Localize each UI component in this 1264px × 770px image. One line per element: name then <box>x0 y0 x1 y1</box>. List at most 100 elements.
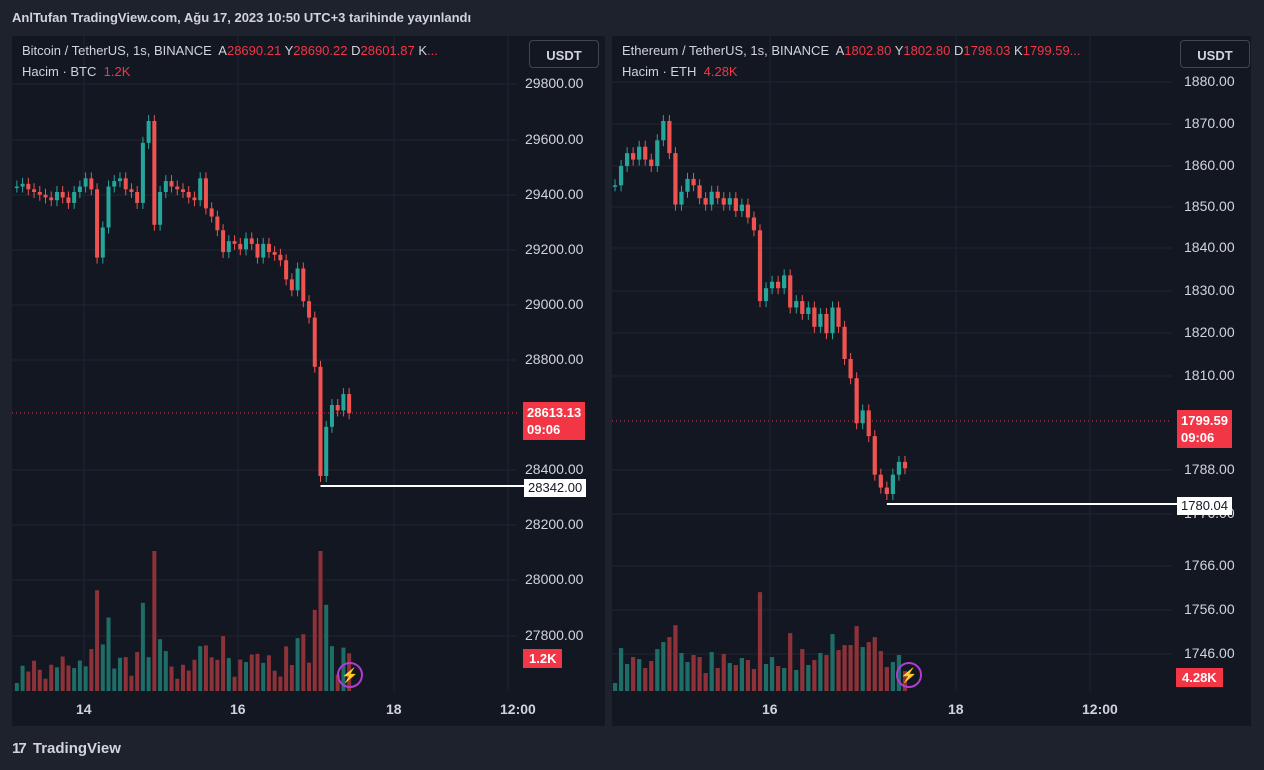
candle-body <box>123 178 128 190</box>
time-axis-label: 14 <box>76 701 92 717</box>
candle-body <box>60 192 65 198</box>
price-axis-label: 1766.00 <box>1184 557 1235 573</box>
price-axis-label: 1870.00 <box>1184 115 1235 131</box>
candle-body <box>709 191 714 205</box>
candle-body <box>77 186 82 192</box>
volume-bar <box>289 665 294 691</box>
price-axis-label: 29800.00 <box>525 75 584 91</box>
candle-body <box>618 166 624 186</box>
price-axis-label: 28800.00 <box>525 351 584 367</box>
lightning-icon[interactable]: ⚡ <box>896 662 922 688</box>
btc-legend: Bitcoin / TetherUS, 1s, BINANCE A28690.2… <box>22 43 438 58</box>
candle-body <box>830 307 835 334</box>
candle-body <box>794 301 799 308</box>
chart-panel-eth[interactable]: Ethereum / TetherUS, 1s, BINANCE A1802.8… <box>612 36 1251 726</box>
volume-bar <box>66 665 71 691</box>
price-axis-label: 29000.00 <box>525 296 584 312</box>
price-axis-label: 28200.00 <box>525 516 584 532</box>
candle-body <box>691 178 696 186</box>
symbol-title[interactable]: Bitcoin / TetherUS, 1s, BINANCE <box>22 43 212 58</box>
btc-plot[interactable] <box>12 36 605 726</box>
volume-bar <box>860 647 865 691</box>
candle-body <box>312 317 317 367</box>
price-axis-label: 28400.00 <box>525 461 584 477</box>
volume-bar <box>655 649 660 691</box>
candle-body <box>649 159 654 167</box>
volume-tag: 1.2K <box>523 649 563 668</box>
candle-body <box>129 189 134 192</box>
volume-bar <box>146 657 151 691</box>
volume-legend: Hacim · ETH 4.28K <box>622 64 738 79</box>
candle-body <box>232 241 237 244</box>
candle-body <box>100 227 105 258</box>
candle-body <box>32 189 37 192</box>
volume-bar <box>685 662 690 691</box>
volume-bar <box>612 683 618 691</box>
candle-body <box>751 217 757 231</box>
symbol-title[interactable]: Ethereum / TetherUS, 1s, BINANCE <box>622 43 830 58</box>
volume-bar <box>667 637 672 691</box>
candle-body <box>860 410 865 424</box>
chart-panel-btc[interactable]: Bitcoin / TetherUS, 1s, BINANCE A28690.2… <box>12 36 605 726</box>
candle-body <box>106 186 111 228</box>
volume-bar <box>830 634 835 691</box>
candle-body <box>782 275 787 289</box>
candle-body <box>226 241 231 253</box>
volume-bar <box>249 654 254 691</box>
volume-bar <box>215 659 220 691</box>
volume-bar <box>266 655 271 691</box>
volume-bar <box>226 658 231 691</box>
price-axis-label: 1850.00 <box>1184 198 1235 214</box>
time-axis-label: 18 <box>948 701 964 717</box>
price-axis-label: 29600.00 <box>525 131 584 147</box>
volume-bar <box>54 667 59 691</box>
time-axis-label: 18 <box>386 701 402 717</box>
volume-bar <box>140 602 145 691</box>
volume-bar <box>878 651 883 691</box>
volume-bar <box>158 639 163 691</box>
candle-body <box>812 307 817 327</box>
candle-body <box>169 181 174 187</box>
volume-bar <box>244 662 249 691</box>
volume-bar <box>175 678 180 691</box>
volume-bar <box>697 657 702 691</box>
candle-body <box>806 307 811 314</box>
volume-bar <box>180 664 186 691</box>
volume-bar <box>284 646 289 691</box>
candle-body <box>745 204 751 218</box>
volume-bar <box>618 648 624 691</box>
candle-body <box>14 186 19 189</box>
time-axis-label: 16 <box>762 701 778 717</box>
candle-body <box>631 153 636 160</box>
volume-bar <box>163 651 168 691</box>
candle-body <box>140 142 145 203</box>
volume-bar <box>238 659 243 691</box>
candle-body <box>152 121 157 225</box>
candle-body <box>20 183 25 187</box>
volume-bar <box>72 668 77 691</box>
candle-body <box>272 252 277 255</box>
volume-bar <box>106 617 111 691</box>
currency-button[interactable]: USDT <box>529 40 599 68</box>
volume-bar <box>673 625 678 691</box>
tradingview-logo[interactable]: 17 TradingView <box>12 740 121 757</box>
volume-bar <box>836 650 841 691</box>
volume-bar <box>782 668 787 691</box>
eth-plot[interactable] <box>612 36 1251 726</box>
lightning-icon[interactable]: ⚡ <box>337 662 363 688</box>
volume-bar <box>679 653 684 691</box>
candle-body <box>727 198 732 205</box>
volume-bar <box>661 642 666 691</box>
volume-bar <box>60 656 65 691</box>
candle-body <box>284 260 289 280</box>
volume-bar <box>872 637 877 691</box>
volume-bar <box>43 678 48 691</box>
volume-bar <box>221 636 226 691</box>
volume-bar <box>301 634 306 691</box>
candle-body <box>66 197 71 203</box>
candle-body <box>655 140 660 167</box>
currency-button[interactable]: USDT <box>1180 40 1250 68</box>
candle-body <box>49 197 54 201</box>
volume-bar <box>890 662 896 691</box>
volume-bar <box>20 665 25 691</box>
